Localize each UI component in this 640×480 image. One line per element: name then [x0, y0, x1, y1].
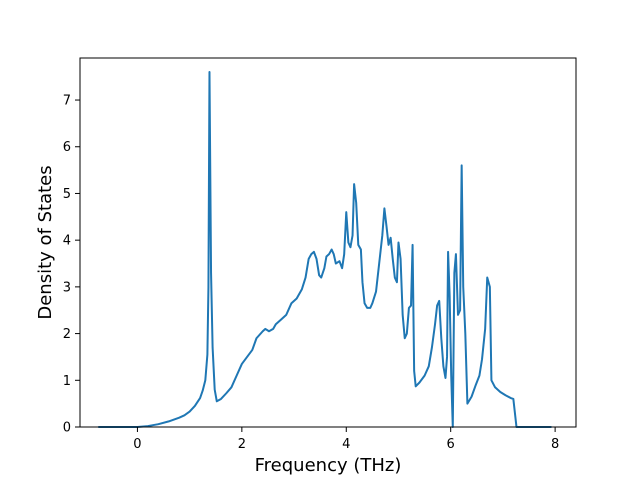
- x-tick-label: 4: [342, 437, 350, 452]
- y-tick-label: 3: [63, 280, 71, 295]
- x-tick-label: 6: [447, 437, 455, 452]
- y-tick-label: 4: [63, 234, 71, 249]
- plot-area: [80, 58, 576, 427]
- y-tick-label: 7: [63, 94, 71, 109]
- x-tick-label: 0: [133, 437, 141, 452]
- series-line-0: [98, 71, 552, 428]
- series-layer: [98, 71, 552, 428]
- x-axis: 0 2 4 6 8: [133, 427, 559, 452]
- plot-frame: [79, 57, 577, 428]
- y-axis-title: Density of States: [35, 165, 56, 319]
- x-axis-title: Frequency (THz): [255, 455, 402, 476]
- y-tick-label: 2: [63, 327, 71, 342]
- x-tick-label: 2: [238, 437, 246, 452]
- x-tick-label: 8: [551, 437, 559, 452]
- y-tick-label: 5: [63, 187, 71, 202]
- y-tick-label: 6: [63, 140, 71, 155]
- y-tick-label: 0: [63, 421, 71, 436]
- y-tick-label: 1: [63, 374, 71, 389]
- y-axis: 0 1 2 3 4 5 6 7: [63, 94, 80, 436]
